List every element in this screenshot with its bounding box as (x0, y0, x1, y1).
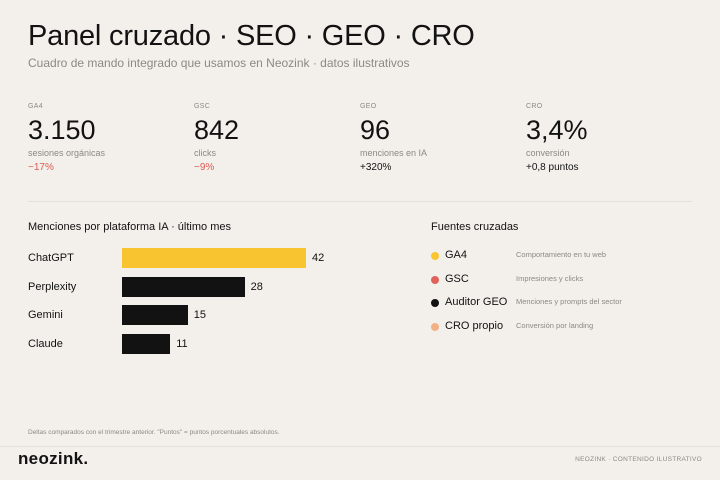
legend-description: Conversión por landing (516, 320, 594, 330)
legend-item-ga4: GA4 Comportamiento en tu web (431, 245, 696, 269)
kpi-delta: +0,8 puntos (526, 162, 579, 173)
bar-label: Perplexity (28, 280, 77, 293)
legend-name: CRO propio (445, 319, 504, 332)
legend-dot-icon (431, 252, 439, 260)
kpi-value: 3,4% (526, 115, 588, 145)
bar-row-gemini: Gemini 15 (28, 301, 408, 329)
legend-item-auditor-geo: Auditor GEO Menciones y prompts del sect… (431, 292, 696, 316)
legend-dot-icon (431, 275, 439, 284)
legend-name: Auditor GEO (445, 296, 508, 308)
kpi-source: GA4 (28, 103, 43, 110)
kpi-card-ga4: GA4 3.150 sesiones orgánicas −17% (28, 103, 188, 173)
sources-legend: GA4 Comportamiento en tu web GSC Impresi… (431, 245, 696, 339)
page-title: Panel cruzado · SEO · GEO · CRO (28, 20, 475, 52)
legend-title: Fuentes cruzadas (431, 221, 519, 233)
bar-value: 42 (312, 252, 325, 264)
footer-divider (0, 446, 720, 447)
bar-value: 15 (193, 309, 206, 321)
legend-dot-icon (431, 299, 439, 307)
kpi-source: GSC (194, 103, 211, 110)
footnote: Deltas comparados con el trimestre anter… (28, 429, 280, 436)
kpi-description: conversión (526, 148, 570, 158)
bar-row-perplexity: Perplexity 28 (28, 273, 408, 301)
legend-item-gsc: GSC Impresiones y clicks (431, 269, 696, 293)
kpi-delta: +320% (360, 162, 392, 173)
kpi-card-gsc: GSC 842 clicks −9% (194, 103, 354, 173)
kpi-description: clicks (194, 148, 216, 158)
kpi-delta: −9% (194, 162, 215, 173)
chart-title: Menciones por plataforma IA · último mes (28, 221, 231, 233)
bar-label: ChatGPT (28, 252, 74, 264)
legend-name: GA4 (445, 249, 468, 261)
kpi-source: GEO (360, 103, 377, 110)
kpi-description: menciones en IA (360, 148, 428, 158)
kpi-card-cro: CRO 3,4% conversión +0,8 puntos (526, 103, 686, 173)
legend-description: Impresiones y clicks (516, 273, 584, 283)
bar-chatgpt (122, 248, 306, 268)
bar-label: Claude (28, 337, 63, 350)
mentions-bar-chart: ChatGPT 42 Perplexity 28 Gemini 15 Claud… (28, 244, 408, 364)
kpi-value: 842 (194, 115, 240, 145)
bar-row-chatgpt: ChatGPT 42 (28, 244, 408, 272)
legend-dot-icon (431, 322, 439, 331)
kpi-row: GA4 3.150 sesiones orgánicas −17% GSC 84… (28, 103, 692, 177)
dashboard-header: Panel cruzado · SEO · GEO · CRO Cuadro d… (28, 18, 692, 70)
legend-description: Menciones y prompts del sector (516, 297, 622, 306)
legend-item-cro-propio: CRO propio Conversión por landing (431, 316, 696, 340)
bar-claude (122, 333, 171, 354)
kpi-description: sesiones orgánicas (28, 148, 106, 158)
kpi-source: CRO (526, 103, 543, 110)
bar-value: 11 (176, 337, 188, 350)
footer-credit: NEOZINK · CONTENIDO ILUSTRATIVO (575, 456, 702, 463)
bar-perplexity (122, 276, 245, 297)
bar-value: 28 (250, 280, 263, 293)
section-divider (28, 201, 692, 202)
bar-label: Gemini (28, 309, 63, 321)
bar-gemini (122, 305, 188, 325)
kpi-card-geo: GEO 96 menciones en IA +320% (360, 103, 520, 173)
legend-name: GSC (445, 272, 469, 285)
legend-description: Comportamiento en tu web (516, 250, 607, 259)
kpi-value: 96 (360, 115, 391, 145)
bar-row-claude: Claude 11 (28, 330, 408, 358)
kpi-value: 3.150 (28, 115, 96, 145)
page-subtitle: Cuadro de mando integrado que usamos en … (28, 56, 410, 70)
neozink-logo: neozink. (18, 449, 89, 468)
kpi-delta: −17% (28, 162, 54, 173)
